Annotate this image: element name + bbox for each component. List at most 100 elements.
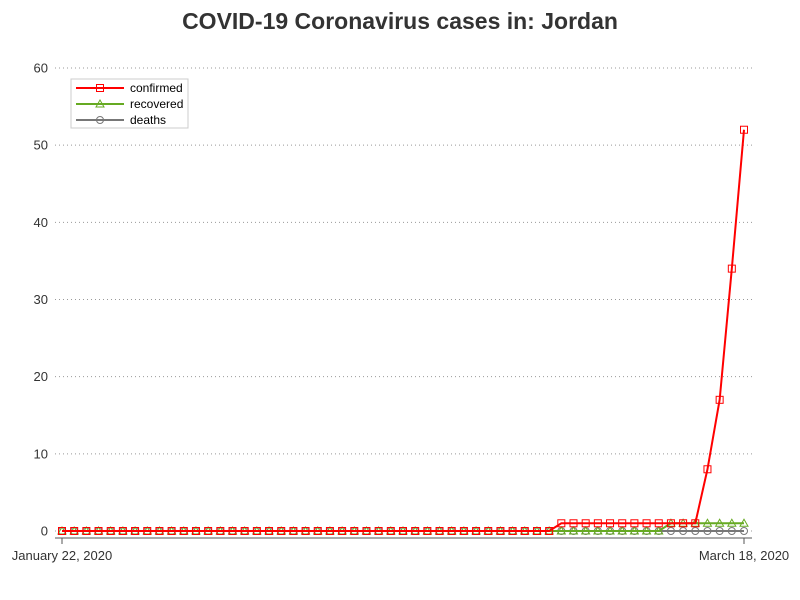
confirmed-point (338, 527, 347, 535)
chart-title: COVID-19 Coronavirus cases in: Jordan (182, 8, 618, 34)
confirmed-point (569, 519, 578, 528)
x-tick-label: January 22, 2020 (12, 548, 112, 563)
confirmed-point (362, 527, 371, 535)
confirmed-point (118, 527, 127, 535)
deaths-point (703, 527, 712, 535)
confirmed-point (374, 527, 383, 535)
confirmed-point (350, 527, 359, 535)
confirmed-point (143, 527, 152, 535)
confirmed-point (204, 527, 213, 535)
confirmed-point (252, 527, 261, 535)
confirmed-point (593, 519, 602, 528)
y-tick-label: 10 (34, 446, 48, 461)
recovered-point (641, 525, 652, 535)
recovered-point (653, 525, 664, 535)
recovered-point (629, 525, 640, 535)
recovered-point (568, 525, 579, 535)
confirmed-point (106, 527, 115, 535)
confirmed-point (630, 519, 639, 528)
confirmed-point (277, 527, 286, 535)
confirmed-point (642, 519, 651, 528)
confirmed-point (484, 527, 493, 535)
x-tick-label: March 18, 2020 (699, 548, 789, 563)
confirmed-point (94, 527, 103, 535)
confirmed-point (399, 527, 407, 535)
confirmed-point (703, 465, 712, 474)
recovered-point (739, 518, 749, 527)
confirmed-point (691, 519, 700, 528)
confirmed-point (435, 527, 444, 535)
recovered-point (726, 518, 737, 527)
confirmed-point (289, 527, 298, 535)
axis-layer: 0 10 20 30 40 50 60 January 22, 2020 March 18, 2… (12, 61, 789, 564)
series-layer (57, 125, 749, 535)
confirmed-point (58, 527, 66, 535)
recovered-point (556, 525, 567, 535)
confirmed-point (545, 527, 554, 535)
confirmed-point (447, 527, 456, 535)
confirmed-point (167, 527, 176, 535)
legend-label-recovered: recovered (130, 97, 183, 111)
legend-deaths-point (96, 116, 104, 124)
confirmed-point (740, 125, 748, 134)
recovered-point (580, 525, 591, 535)
recovered-point (605, 525, 615, 535)
y-tick-label: 30 (34, 292, 48, 307)
deaths-point (691, 527, 700, 535)
confirmed-point (70, 527, 79, 535)
deaths-point (740, 527, 748, 535)
confirmed-point (496, 527, 505, 535)
confirmed-point (131, 527, 140, 535)
y-tick-label: 50 (34, 138, 48, 153)
confirmed-point (313, 527, 322, 535)
confirmed-point (82, 527, 91, 535)
confirmed-point (715, 395, 724, 404)
confirmed-point (532, 527, 541, 535)
legend-label-deaths: deaths (130, 113, 166, 127)
deaths-point (715, 527, 724, 535)
confirmed-point (265, 527, 274, 535)
confirmed-point (557, 519, 566, 528)
confirmed-point (581, 519, 590, 528)
legend-recovered-point (95, 98, 105, 108)
y-tick-label: 20 (34, 369, 48, 384)
confirmed-point (727, 264, 736, 273)
confirmed-point (301, 527, 310, 535)
confirmed-point (679, 519, 688, 528)
confirmed-point (228, 527, 237, 535)
recovered-point (702, 518, 713, 527)
y-tick-label: 60 (34, 61, 48, 76)
confirmed-point (472, 527, 481, 535)
deaths-point (666, 527, 675, 535)
y-tick-label: 40 (34, 215, 48, 230)
deaths-point (727, 527, 736, 535)
confirmed-point (179, 527, 188, 535)
confirmed-point (606, 519, 615, 528)
confirmed-point (240, 527, 249, 535)
legend-label-confirmed: confirmed (130, 81, 183, 95)
legend-confirmed-point (96, 84, 104, 92)
confirmed-point (386, 527, 395, 535)
recovered-point (617, 525, 628, 535)
recovered-point (714, 518, 725, 527)
deaths-point (679, 527, 688, 535)
legend: confirmed recovered deaths (70, 78, 189, 129)
recovered-point (592, 525, 603, 535)
confirmed-point (666, 519, 675, 528)
confirmed-point (411, 527, 420, 535)
y-tick-label: 0 (41, 524, 48, 539)
confirmed-point (191, 527, 200, 535)
confirmed-point (325, 527, 334, 535)
confirmed-point (216, 527, 225, 535)
confirmed-point (459, 527, 468, 535)
confirmed-point (654, 519, 663, 528)
confirmed-line (62, 129, 745, 532)
confirmed-point (508, 527, 517, 535)
confirmed-point (155, 527, 164, 535)
confirmed-point (423, 527, 432, 535)
series-confirmed (58, 125, 748, 535)
confirmed-point (520, 527, 529, 535)
confirmed-point (618, 519, 627, 528)
